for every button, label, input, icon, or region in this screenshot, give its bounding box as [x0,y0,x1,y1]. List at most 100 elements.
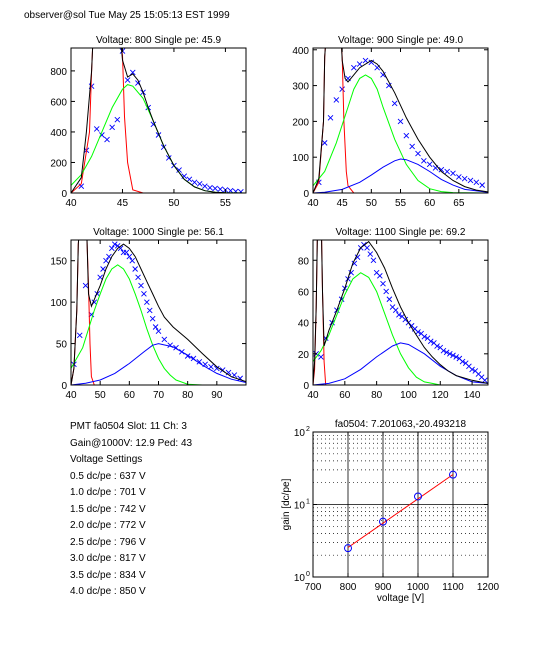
data-point [438,166,445,173]
data-point [196,181,203,187]
x-tick-label: 50 [95,390,107,401]
data-point [161,336,168,343]
data-point [217,186,224,193]
chart-4: 40 60 80 100 120 140 0 20 40 60 80 Voltage: 1100 Si… [298,227,489,401]
data-point [186,176,193,183]
data-point [100,266,106,272]
data-point [214,365,220,372]
data-point [453,354,460,360]
y-tick-label: 0 [61,189,67,200]
data-point [467,177,474,184]
data-point [327,114,334,121]
data-point [379,517,387,526]
series-data [313,241,488,384]
series-measured [344,470,457,553]
data-point [129,69,136,76]
x-ticks: 40 45 50 55 [65,48,231,209]
y-tick-label: 10 [294,573,306,584]
data-point [380,280,386,287]
data-point [138,282,144,289]
x-ticks: 700 800 900 1000 1100 1200 [305,432,500,593]
data-point [318,354,324,360]
x-tick-label: 900 [375,582,392,593]
data-point [344,544,352,553]
x-tick-label: 1000 [407,582,430,593]
data-point [473,179,480,186]
setting-5: 3.0 dc/pe : 817 V [70,553,146,564]
data-point [444,168,450,175]
data-point [152,324,159,330]
data-point [135,274,141,281]
data-point [370,257,377,264]
data-point [117,245,124,252]
data-point [129,257,136,264]
data-point [141,291,147,297]
x-tick-label: 60 [339,390,351,401]
data-point [333,97,340,103]
series-fit-total [313,48,488,193]
data-point [403,132,410,139]
x-tick-label: 55 [220,198,232,209]
x-tick-label: 40 [307,390,319,401]
x-tick-label: 60 [424,198,436,209]
y-tick-label: 300 [292,82,309,93]
x-tick-label: 70 [153,390,165,401]
chart-title: fa0504: 7.201063,-20.493218 [335,419,467,430]
data-point [82,282,89,289]
x-axis-label: voltage [V] [377,593,424,604]
data-point [238,188,244,193]
y-ticks: 0 100 200 300 400 [292,46,488,200]
series-fit-total [313,240,488,385]
data-point [111,241,118,247]
axes-box [312,239,489,386]
y-tick-label: 60 [298,287,310,298]
series-fit-1pe [71,84,246,193]
data-point [212,185,218,192]
data-point [126,253,133,260]
chart-3: 40 50 60 70 80 90 0 50 100 150 Voltage: 1000 Singl… [50,227,247,401]
page-header: observer@sol Tue May 25 15:05:13 EST 199… [24,10,230,21]
data-point [146,307,153,314]
data-point [78,183,85,189]
x-tick-label: 700 [305,582,322,593]
data-point [207,184,213,191]
data-point [104,136,110,143]
data-point [225,369,232,376]
chart-title: Voltage: 800 Single pe: 45.9 [96,35,222,46]
y-axis-label: gain [dc/pe] [281,478,292,530]
data-point [446,350,453,357]
data-point [191,179,198,186]
data-point [149,315,156,322]
data-point [124,77,131,83]
x-tick-label: 55 [395,198,407,209]
data-point [421,157,427,164]
y-ticks: 0 50 100 150 [50,257,246,392]
y-ticks: 0 200 400 600 800 [50,67,246,200]
data-point [367,251,374,257]
x-tick-label: 65 [453,198,465,209]
x-ticks: 40 50 60 70 80 90 [65,240,223,401]
data-point [368,59,375,66]
y-tick-label: 0 [61,381,67,392]
chart-title: Voltage: 900 Single pe: 49.0 [338,35,464,46]
setting-0: 0.5 dc/pe : 637 V [70,470,146,482]
y-tick-label: 150 [50,257,67,268]
y-tick-label: 600 [50,97,67,108]
data-point [380,72,386,78]
data-point [123,249,130,256]
y-tick-label: 10 [294,428,306,439]
x-tick-label: 50 [168,198,180,209]
y-tick-label: 400 [292,46,309,57]
x-tick-label: 1100 [442,582,464,593]
x-tick-label: 60 [124,390,136,401]
y-tick-label: 50 [56,340,68,351]
data-point [426,161,433,168]
data-point [414,492,422,501]
data-point [155,328,162,334]
data-point [469,366,475,373]
data-point [440,347,447,354]
series-group [71,48,246,193]
data-point [479,182,485,188]
